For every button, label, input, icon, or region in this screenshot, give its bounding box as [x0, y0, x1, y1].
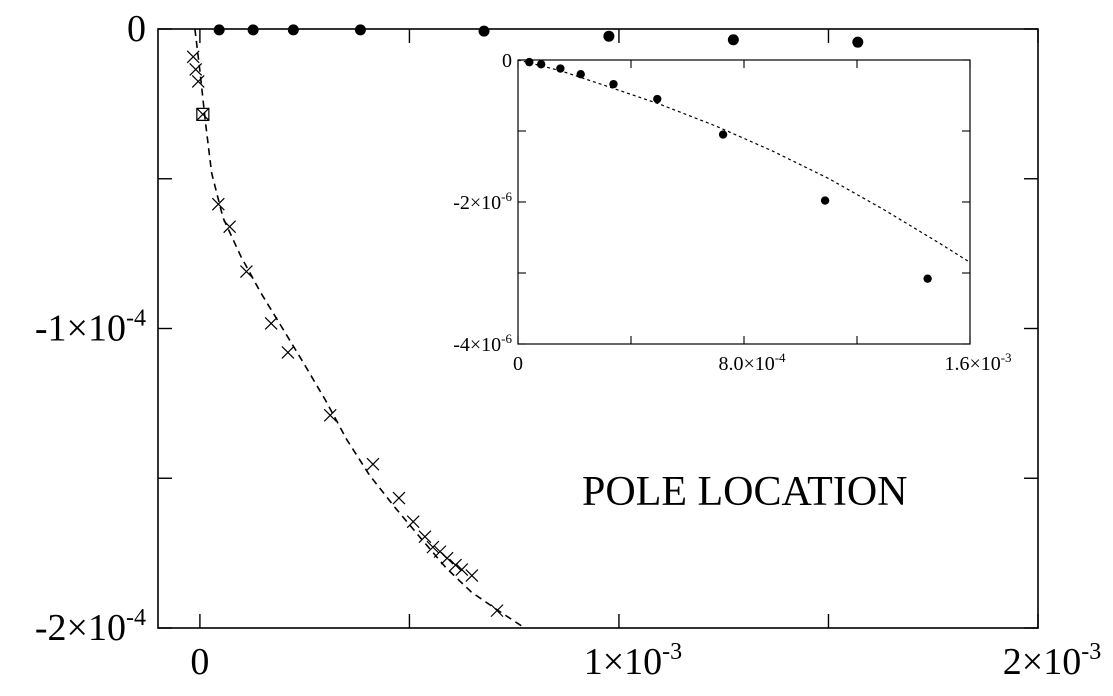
inset-dot-point	[820, 196, 830, 205]
main-x-tick-label: 2×10-3	[1003, 639, 1101, 683]
main-y-tick-label: 0	[127, 8, 146, 50]
inset-y-tick-label: 0	[502, 50, 512, 72]
inset-dot-point	[576, 70, 585, 79]
main-frame	[157, 28, 1039, 629]
main-dot-point	[852, 36, 864, 48]
main-dot-point	[287, 24, 299, 36]
main-cross-point	[264, 316, 278, 330]
inset-dot-point	[718, 130, 728, 139]
main-cross-point	[323, 408, 337, 422]
main-x-tick-label: 0	[190, 641, 209, 683]
inset-dot-point	[525, 57, 534, 67]
main-dot-point	[247, 24, 259, 36]
inset-x-tick-label: 8.0×10-4	[718, 350, 786, 375]
main-x-tick-label: 1×10-3	[584, 639, 682, 683]
main-cross-point	[406, 515, 420, 529]
main-cross-point	[211, 197, 225, 211]
inset-dot-point	[556, 64, 565, 73]
inset-fit-curve	[517, 59, 971, 263]
main-cross-point	[455, 563, 469, 577]
inset-frame	[517, 59, 971, 345]
inset-y-tick-label: -4×10-6	[453, 331, 512, 356]
inset-plot: 0 8.0×10-4 1.6×10-3 0 -2×10-6 -4×10-6	[453, 50, 1011, 375]
main-dot-point	[478, 25, 490, 37]
main-cross-point	[191, 74, 205, 88]
inset-x-tick-label: 0	[513, 353, 523, 375]
main-cross-point	[418, 530, 432, 544]
main-cross-point	[426, 540, 440, 554]
pole-location-annotation: POLE LOCATION	[582, 469, 907, 515]
main-dot-point	[213, 24, 225, 36]
main-y-tick-label: -1×10-4	[35, 306, 146, 350]
main-cross-point	[239, 265, 253, 279]
main-boxcross-point	[196, 107, 210, 121]
inset-y-tick-label: -2×10-6	[453, 189, 512, 214]
main-cross-point	[366, 457, 380, 471]
main-cross-point	[440, 551, 454, 565]
inset-dot-point	[653, 94, 662, 104]
main-dot-point	[354, 24, 366, 36]
main-plot: 0 1×10-3 2×10-3 0 -1×10-4 -2×10-4	[35, 8, 1101, 683]
main-cross-point	[281, 346, 295, 359]
inset-x-tick-label: 1.6×10-3	[944, 350, 1011, 375]
main-y-tick-label: -2×10-4	[35, 605, 146, 649]
inset-dot-point	[536, 60, 546, 69]
main-dot-point	[603, 30, 615, 42]
main-cross-point	[392, 491, 406, 505]
main-dot-point	[727, 34, 739, 46]
main-cross-point	[449, 558, 462, 572]
inset-dot-point	[609, 79, 618, 89]
main-cross-point	[186, 50, 200, 64]
inset-dot-point	[923, 274, 932, 283]
main-fit-curve	[194, 28, 526, 629]
main-cross-point	[465, 569, 479, 583]
